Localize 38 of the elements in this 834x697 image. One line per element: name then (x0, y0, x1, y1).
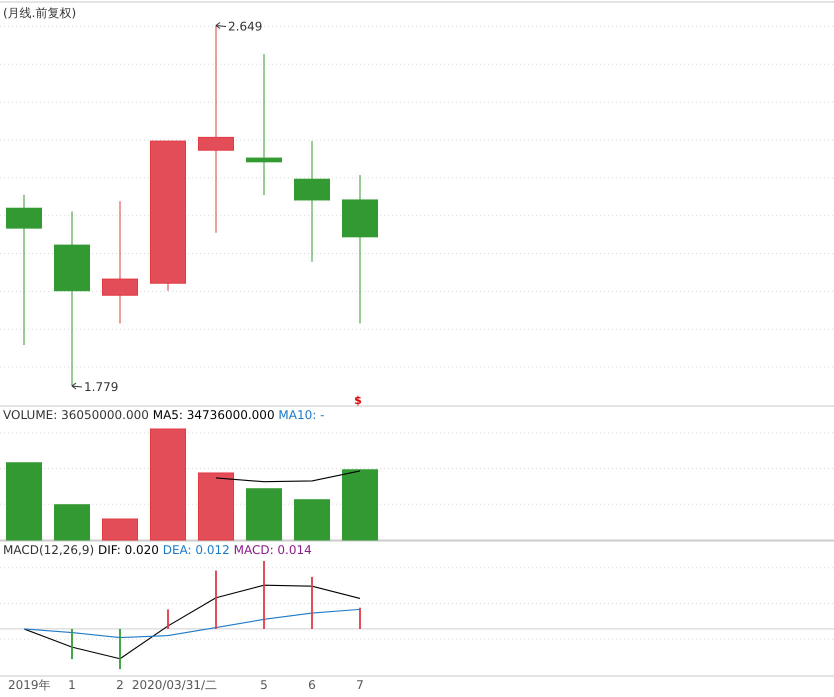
bar (263, 561, 265, 629)
candlestick (246, 54, 282, 196)
annotation: 1.779 (84, 380, 118, 394)
bar (71, 628, 73, 660)
bar (167, 609, 169, 629)
bar (6, 462, 42, 540)
bar (150, 428, 186, 540)
bar (198, 472, 234, 540)
bar (102, 518, 138, 540)
chart-title: VOLUME: 36050000.000 (3, 408, 149, 422)
text: $ (354, 394, 362, 407)
candlestick (294, 140, 330, 262)
text: MA5: 34736000.000 (148, 408, 275, 422)
bar (294, 499, 330, 540)
legend-label: MA10: - (274, 408, 324, 422)
chart-title: (月线.前复权) (3, 6, 76, 20)
x-tick-label: 2019年 (8, 678, 51, 692)
x-tick-label: 5 (260, 678, 268, 692)
bar (119, 628, 121, 669)
bar (342, 469, 378, 540)
candlestick (342, 174, 378, 324)
candlestick (102, 200, 138, 324)
x-tick-label: 2020/03/31/二 (132, 678, 218, 692)
chart-title: MACD(12,26,9) (3, 543, 94, 557)
bar (359, 608, 361, 629)
bar (311, 576, 313, 629)
text: DIF: 0.020 (94, 543, 159, 557)
bar (246, 488, 282, 540)
candlestick (6, 194, 42, 346)
x-tick-label: 2 (116, 678, 124, 692)
annotation: 2.649 (228, 20, 262, 34)
x-tick-label: 6 (308, 678, 316, 692)
bar (215, 570, 217, 629)
text: DEA: 0.012 (158, 543, 230, 557)
x-tick-label: 1 (68, 678, 76, 692)
series-label: MACD: 0.014 (230, 543, 312, 557)
bar (54, 504, 90, 540)
x-tick-label: 7 (356, 678, 364, 692)
